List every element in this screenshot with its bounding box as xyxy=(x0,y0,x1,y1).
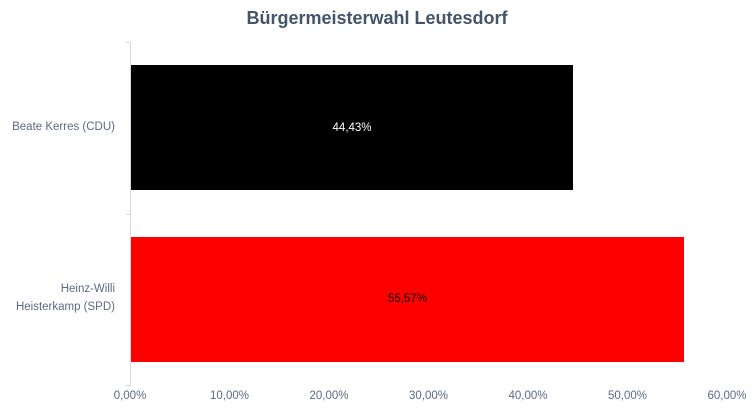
category-axis-labels: Beate Kerres (CDU) Heinz-Willi Heisterkam… xyxy=(0,42,122,385)
x-tick-label: 30,00% xyxy=(408,390,449,402)
x-tick-label: 60,00% xyxy=(707,390,747,402)
bar-value-label: 55,57% xyxy=(387,293,427,306)
bar-band: 55,57% xyxy=(131,214,728,386)
value-axis: 0,00% 10,00% 20,00% 30,00% 40,00% 50,00% 60,00… xyxy=(114,390,747,408)
x-tick-label: 10,00% xyxy=(209,390,250,402)
bar-band: 44,43% xyxy=(131,42,728,214)
axis-tick-mark xyxy=(126,213,131,215)
bar-value-label: 44,43% xyxy=(332,121,372,134)
axis-tick-mark xyxy=(126,385,131,386)
x-tick-label: 20,00% xyxy=(309,390,349,402)
chart-title: Bürgermeisterwahl Leutesdorf xyxy=(246,8,508,28)
plot-area: 44,43% 55,57% xyxy=(126,42,728,386)
x-tick-label: 40,00% xyxy=(508,390,548,402)
category-label: Beate Kerres (CDU) xyxy=(12,120,115,133)
x-tick-label: 0,00% xyxy=(113,390,147,402)
x-tick-label: 50,00% xyxy=(607,390,648,402)
bar-0: 44,43% xyxy=(131,65,574,191)
axis-tick-mark xyxy=(126,42,131,43)
bar-1: 55,57% xyxy=(131,236,684,362)
category-label: Heinz-Willi Heisterkamp (SPD) xyxy=(15,283,115,314)
